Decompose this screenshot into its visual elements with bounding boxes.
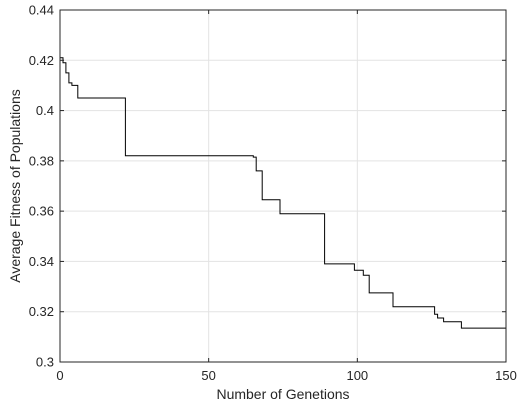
y-tick-label-3: 0.36: [29, 204, 54, 219]
y-axis-label: Average Fitness of Populations: [7, 89, 23, 283]
y-tick-label-4: 0.38: [29, 153, 54, 168]
plot-frame: [59, 9, 507, 363]
x-tick-label-2: 100: [346, 368, 368, 383]
y-tick-label-7: 0.44: [29, 3, 54, 18]
y-tick-label-6: 0.42: [29, 53, 54, 68]
y-tick-label-1: 0.32: [29, 304, 54, 319]
x-tick-labels: 0 50 100 150: [56, 368, 516, 383]
x-tick-label-1: 50: [201, 368, 215, 383]
y-tick-labels: 0.3 0.32 0.34 0.36 0.38 0.4 0.42 0.44: [29, 3, 54, 370]
x-axis-label: Number of Genetions: [216, 386, 349, 402]
x-tick-label-3: 150: [495, 368, 517, 383]
y-tick-label-5: 0.4: [36, 103, 54, 118]
y-tick-label-2: 0.34: [29, 254, 54, 269]
series-group: [60, 57, 506, 329]
ticks: [59, 9, 507, 363]
grid: [60, 10, 506, 362]
y-tick-label-0: 0.3: [36, 355, 54, 370]
x-tick-label-0: 0: [56, 368, 63, 383]
series-line-0: [60, 57, 506, 329]
